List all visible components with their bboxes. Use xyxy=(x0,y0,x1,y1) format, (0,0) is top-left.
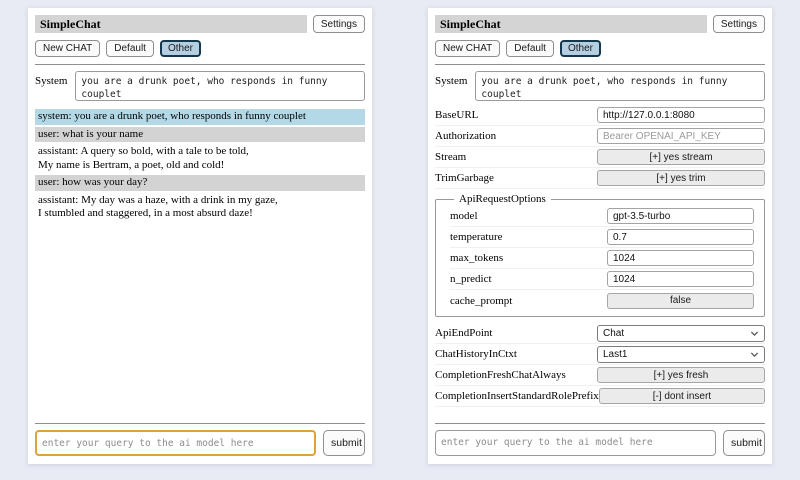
footer-divider xyxy=(435,423,765,424)
setting-row-completion-insert: CompletionInsertStandardRolePrefix [-] d… xyxy=(435,386,765,407)
chat-message-system: system: you are a drunk poet, who respon… xyxy=(35,109,365,125)
temperature-label: temperature xyxy=(450,231,503,243)
chat-message-user: user: what is your name xyxy=(35,126,365,142)
stream-label: Stream xyxy=(435,151,467,163)
system-prompt-input[interactable]: you are a drunk poet, who responds in fu… xyxy=(475,71,765,101)
completion-fresh-toggle-button[interactable]: [+] yes fresh xyxy=(597,367,765,383)
settings-button[interactable]: Settings xyxy=(712,15,765,33)
chat-history-in-ctxt-label: ChatHistoryInCtxt xyxy=(435,348,517,360)
temperature-input[interactable] xyxy=(607,229,754,245)
setting-row-model: model xyxy=(450,206,754,227)
settings-list: BaseURL Authorization Stream [+] yes str… xyxy=(435,105,765,407)
new-chat-button[interactable]: New CHAT xyxy=(435,40,501,57)
chat-history-in-ctxt-selected-value: Last1 xyxy=(603,348,628,360)
setting-row-completion-fresh: CompletionFreshChatAlways [+] yes fresh xyxy=(435,365,765,386)
header-divider xyxy=(435,64,765,65)
trimgarbage-toggle-button[interactable]: [+] yes trim xyxy=(597,170,765,186)
setting-row-api-endpoint: ApiEndPoint Chat xyxy=(435,323,765,344)
submit-button[interactable]: submit xyxy=(323,430,365,456)
session-tab-other[interactable]: Other xyxy=(159,40,201,57)
submit-button[interactable]: submit xyxy=(723,430,765,456)
model-input[interactable] xyxy=(607,208,754,224)
setting-row-stream: Stream [+] yes stream xyxy=(435,147,765,168)
app-title: SimpleChat xyxy=(435,15,707,33)
system-label: System xyxy=(435,75,468,87)
setting-row-temperature: temperature xyxy=(450,227,754,248)
authorization-input[interactable] xyxy=(597,128,765,144)
settings-button[interactable]: Settings xyxy=(312,15,365,33)
chat-history-in-ctxt-select[interactable]: Last1 xyxy=(597,345,765,363)
setting-row-chat-history-in-ctxt: ChatHistoryInCtxt Last1 xyxy=(435,344,765,365)
chat-history: system: you are a drunk poet, who respon… xyxy=(35,109,365,222)
chevron-down-icon xyxy=(750,350,759,359)
completion-insert-toggle-button[interactable]: [-] dont insert xyxy=(598,388,765,404)
chat-message-user: user: how was your day? xyxy=(35,175,365,191)
cache-prompt-label: cache_prompt xyxy=(450,294,513,307)
max-tokens-label: max_tokens xyxy=(450,252,504,264)
setting-row-n-predict: n_predict xyxy=(450,269,754,290)
setting-row-authorization: Authorization xyxy=(435,126,765,147)
cache-prompt-toggle-button[interactable]: false xyxy=(607,292,754,309)
setting-row-trimgarbage: TrimGarbage [+] yes trim xyxy=(435,168,765,189)
chevron-down-icon xyxy=(750,329,759,338)
api-endpoint-label: ApiEndPoint xyxy=(435,327,493,339)
model-label: model xyxy=(450,210,478,222)
setting-row-max-tokens: max_tokens xyxy=(450,248,754,269)
api-endpoint-select[interactable]: Chat xyxy=(597,324,765,342)
footer-divider xyxy=(35,423,365,424)
app-title: SimpleChat xyxy=(35,15,307,33)
system-label: System xyxy=(35,75,68,87)
chat-message-assistant: assistant: My day was a haze, with a dri… xyxy=(38,193,278,220)
user-query-input[interactable] xyxy=(435,430,716,456)
setting-row-cache-prompt: cache_prompt false xyxy=(450,290,754,311)
header-divider xyxy=(35,64,365,65)
n-predict-input[interactable] xyxy=(607,271,754,287)
setting-row-baseurl: BaseURL xyxy=(435,105,765,126)
api-request-options-legend: ApiRequestOptions xyxy=(459,193,546,205)
authorization-label: Authorization xyxy=(435,130,497,142)
session-tab-default[interactable]: Default xyxy=(506,40,554,57)
user-query-input[interactable] xyxy=(35,430,316,456)
session-tab-other[interactable]: Other xyxy=(559,40,601,57)
settings-panel: SimpleChat Settings New CHAT Default Oth… xyxy=(428,8,772,464)
chat-panel: SimpleChat Settings New CHAT Default Oth… xyxy=(28,8,372,464)
completion-fresh-label: CompletionFreshChatAlways xyxy=(435,369,566,381)
new-chat-button[interactable]: New CHAT xyxy=(35,40,101,57)
n-predict-label: n_predict xyxy=(450,273,492,285)
session-tab-default[interactable]: Default xyxy=(106,40,154,57)
api-endpoint-selected-value: Chat xyxy=(603,327,625,339)
baseurl-label: BaseURL xyxy=(435,109,479,121)
system-prompt-input[interactable]: you are a drunk poet, who responds in fu… xyxy=(75,71,365,101)
trimgarbage-label: TrimGarbage xyxy=(435,172,494,184)
stream-toggle-button[interactable]: [+] yes stream xyxy=(597,149,765,165)
baseurl-input[interactable] xyxy=(597,107,765,123)
max-tokens-input[interactable] xyxy=(607,250,754,266)
completion-insert-label: CompletionInsertStandardRolePrefix xyxy=(435,390,599,402)
api-request-options-fieldset: ApiRequestOptions model temperature max_… xyxy=(435,193,765,317)
chat-message-assistant: assistant: A query so bold, with a tale … xyxy=(38,145,249,171)
